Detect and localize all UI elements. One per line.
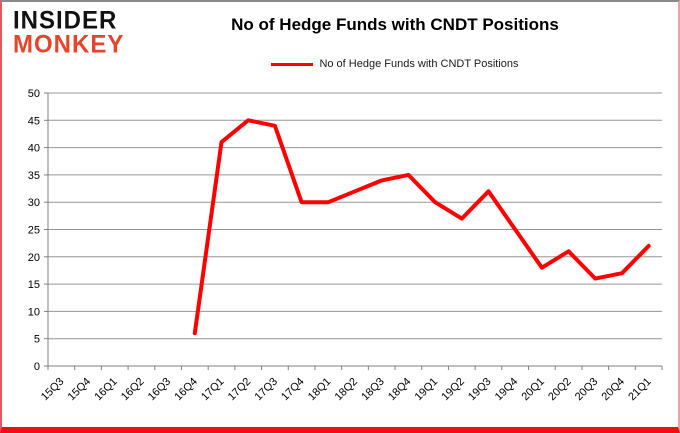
x-tick-label: 19Q3	[466, 376, 494, 404]
x-tick-label: 18Q4	[386, 376, 414, 404]
x-tick-label: 17Q3	[253, 376, 281, 404]
y-tick-label: 10	[28, 306, 40, 318]
y-tick-label: 40	[28, 143, 40, 155]
data-line	[192, 118, 651, 336]
y-tick-label: 35	[28, 170, 40, 182]
x-tick-label: 21Q1	[626, 376, 654, 404]
y-tick-label: 15	[28, 279, 40, 291]
legend-line-swatch	[271, 62, 314, 66]
legend-label: No of Hedge Funds with CNDT Positions	[319, 58, 519, 70]
plot-area: 0 5 10 15 20 25 30 35 40 45 50 15Q3 15Q4 16Q1 16Q2 16Q3…	[2, 78, 678, 427]
x-tick-label: 17Q4	[279, 376, 307, 404]
logo-line-insider: INSIDER	[13, 6, 118, 35]
y-tick-label: 0	[34, 361, 40, 373]
insider-monkey-logo: INSIDER MONKEY	[13, 6, 125, 59]
y-tick-label: 45	[28, 115, 40, 127]
x-tick-label: 15Q4	[66, 376, 94, 404]
y-tick-label: 5	[34, 334, 40, 346]
x-tick-label: 16Q4	[172, 376, 200, 404]
chart-title: No of Hedge Funds with CNDT Positions	[231, 15, 559, 34]
y-tick-label: 20	[28, 252, 40, 264]
logo-line-monkey: MONKEY	[13, 29, 125, 59]
x-tick-label: 16Q2	[119, 376, 147, 404]
x-tick-label: 18Q1	[306, 376, 334, 404]
y-tick-label: 30	[28, 197, 40, 209]
x-tick-label: 17Q1	[199, 376, 227, 404]
y-tick-label: 50	[28, 88, 40, 100]
x-tick-label: 20Q4	[600, 376, 628, 404]
x-tick-label: 20Q3	[573, 376, 601, 404]
x-tick-label: 17Q2	[226, 376, 254, 404]
x-tick-label: 16Q1	[92, 376, 120, 404]
x-tick-label: 19Q2	[439, 376, 467, 404]
x-tick-label: 19Q1	[413, 376, 441, 404]
x-tick-label: 20Q1	[519, 376, 547, 404]
x-tick-label: 19Q4	[493, 376, 521, 404]
chart-svg: 0 5 10 15 20 25 30 35 40 45 50 15Q3 15Q4 16Q1 16Q2 16Q3…	[28, 88, 663, 404]
x-tick-label: 20Q2	[546, 376, 574, 404]
x-tick-label: 18Q2	[333, 376, 361, 404]
legend: No of Hedge Funds with CNDT Positions	[137, 58, 653, 70]
x-tick-label: 16Q3	[146, 376, 174, 404]
x-tick-label: 18Q3	[359, 376, 387, 404]
y-tick-label: 25	[28, 225, 40, 237]
x-tick-label: 15Q3	[39, 376, 67, 404]
